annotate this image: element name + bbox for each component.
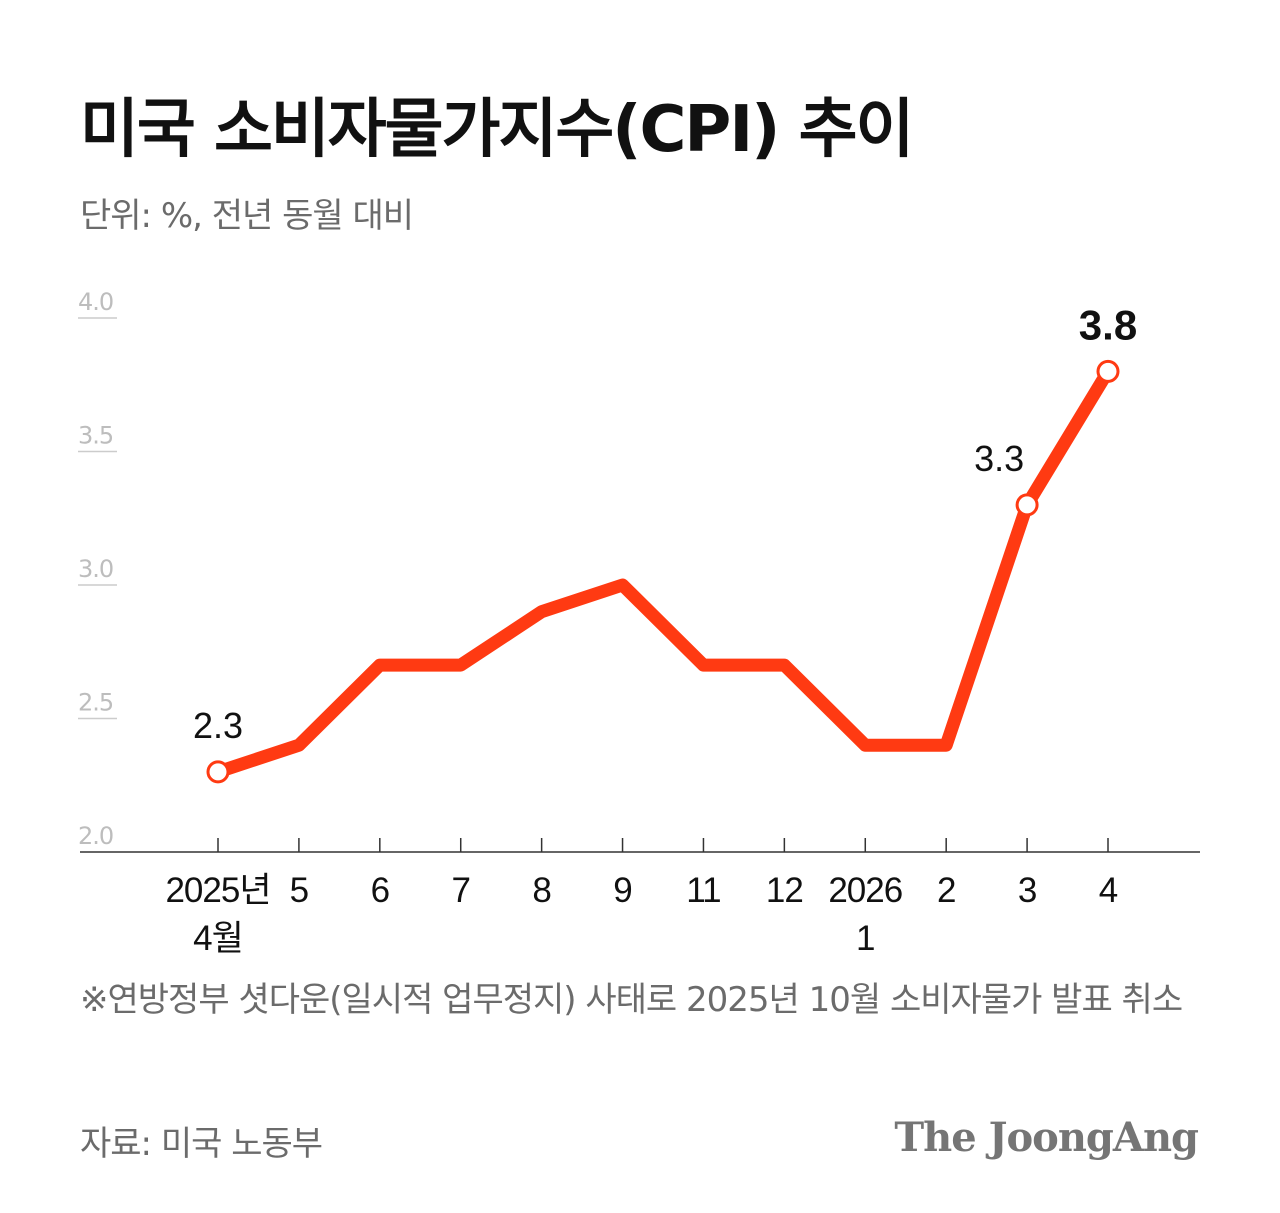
x-tick-label: 8 (532, 871, 550, 910)
chart-title: 미국 소비자물가지수(CPI) 추이 (80, 93, 914, 167)
cpi-line-chart: 2.0 2.5 3.0 3.5 4.0 2025년 4월 5 6 7 8 9 11 12 2026 1 2 3 4… (78, 288, 1200, 958)
cpi-line (211, 364, 1115, 779)
y-tick-label: 2.5 (78, 689, 113, 717)
x-tick-label: 2 (937, 871, 955, 910)
x-tick-label: 6 (371, 871, 389, 910)
source-credit: 자료: 미국 노동부 (80, 1124, 323, 1164)
y-tick-label: 3.0 (78, 555, 113, 583)
x-axis: 2025년 4월 5 6 7 8 9 11 12 2026 1 2 3 4 (165, 838, 1119, 958)
x-tick-label: 7 (451, 871, 469, 910)
data-label: 2.3 (193, 705, 243, 746)
data-point-marker (206, 760, 230, 784)
joongang-logo: The JoongAng (894, 1114, 1199, 1161)
y-tick-label: 4.0 (78, 288, 113, 316)
footnote: ※연방정부 셧다운(일시적 업무정지) 사태로 2025년 10월 소비자물가 … (80, 980, 1183, 1020)
y-tick-label: 3.5 (78, 422, 113, 450)
y-tick-label: 2.0 (78, 822, 113, 850)
x-tick-label: 11 (686, 871, 720, 910)
data-point-marker (1015, 493, 1039, 517)
x-tick-label: 4 (1099, 871, 1118, 910)
data-labels: 2.3 3.3 3.8 (193, 301, 1137, 746)
series-cpi (206, 359, 1120, 784)
x-tick-label: 5 (290, 871, 308, 910)
y-axis: 2.0 2.5 3.0 3.5 4.0 (78, 288, 117, 850)
data-label: 3.8 (1079, 301, 1137, 348)
x-tick-label: 3 (1018, 871, 1036, 910)
x-tick-label: 12 (766, 871, 803, 910)
x-tick-label: 9 (613, 871, 631, 910)
x-tick-label: 2026 1 (828, 871, 902, 958)
data-point-marker (1096, 359, 1120, 383)
data-label: 3.3 (974, 438, 1024, 479)
x-tick-label: 2025년 4월 (165, 871, 270, 958)
chart-subtitle: 단위: %, 전년 동월 대비 (80, 196, 414, 236)
